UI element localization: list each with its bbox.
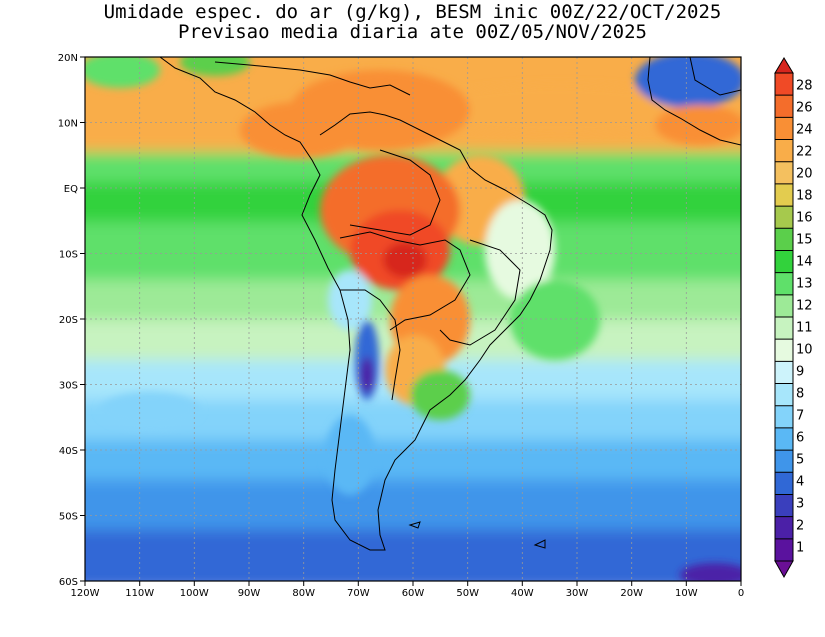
x-label: 20W xyxy=(620,588,643,599)
x-label: 70W xyxy=(347,588,370,599)
colorbar-label: 2 xyxy=(796,519,804,534)
colorbar-label: 11 xyxy=(796,321,813,336)
y-label: 20N xyxy=(58,53,78,64)
map-subtitle: Previsao media diaria ate 00Z/05/NOV/202… xyxy=(178,21,647,43)
y-label: 10S xyxy=(59,250,78,261)
colorbar-cell xyxy=(775,538,793,562)
x-label: 10W xyxy=(675,588,698,599)
x-label: 90W xyxy=(238,588,261,599)
colorbar-cell xyxy=(775,494,793,517)
y-label: 40S xyxy=(59,446,78,457)
colorbar-cell xyxy=(775,95,793,118)
colorbar-label: 3 xyxy=(796,497,804,512)
colorbar: 28 26 24 22 20 18 16 15 14 13 12 11 10 9… xyxy=(774,57,813,579)
graticule xyxy=(85,57,741,581)
colorbar-top-arrow xyxy=(774,57,794,74)
x-label: 40W xyxy=(511,588,534,599)
colorbar-bottom-arrow xyxy=(774,560,794,579)
colorbar-cell xyxy=(775,73,793,96)
colorbar-cell xyxy=(775,139,793,163)
colorbar-label: 14 xyxy=(796,255,813,270)
colorbar-cell xyxy=(775,272,793,296)
colorbar-cell xyxy=(775,383,793,407)
x-label: 110W xyxy=(125,588,154,599)
y-label: 50S xyxy=(59,512,78,523)
x-label: 80W xyxy=(292,588,315,599)
colorbar-cell xyxy=(775,183,793,207)
colorbar-label: 13 xyxy=(796,277,813,292)
colorbar-label: 7 xyxy=(796,409,804,424)
map-title: Umidade espec. do ar (g/kg), BESM inic 0… xyxy=(103,1,722,23)
colorbar-label: 22 xyxy=(796,145,813,160)
colorbar-labels: 28 26 24 22 20 18 16 15 14 13 12 11 10 9… xyxy=(796,79,813,556)
colorbar-cell xyxy=(775,339,793,362)
colorbar-label: 5 xyxy=(796,453,804,468)
colorbar-label: 15 xyxy=(796,233,813,248)
x-label: 120W xyxy=(71,588,100,599)
colorbar-cell xyxy=(775,317,793,340)
colorbar-cell xyxy=(775,450,793,473)
colorbar-cell xyxy=(775,427,793,451)
colorbar-label: 20 xyxy=(796,167,813,182)
y-label: 20S xyxy=(59,315,78,326)
y-label: 30S xyxy=(59,381,78,392)
y-axis-labels: 20N 10N EQ 10S 20S 30S 40S 50S 60S xyxy=(58,53,78,588)
colorbar-cell xyxy=(775,161,793,185)
colorbar-cell xyxy=(775,117,793,140)
colorbar-cell xyxy=(775,250,793,273)
colorbar-label: 9 xyxy=(796,365,804,380)
x-label: 100W xyxy=(180,588,209,599)
coastlines xyxy=(159,57,741,551)
x-label: 0 xyxy=(738,588,744,599)
colorbar-cell xyxy=(775,228,793,251)
colorbar-label: 28 xyxy=(796,79,813,94)
y-label: EQ xyxy=(64,184,78,195)
humidity-field xyxy=(85,57,741,581)
x-label: 60W xyxy=(402,588,425,599)
colorbar-label: 4 xyxy=(796,475,804,490)
colorbar-label: 6 xyxy=(796,431,804,446)
colorbar-label: 10 xyxy=(796,343,813,358)
colorbar-cell xyxy=(775,405,793,429)
colorbar-label: 12 xyxy=(796,299,813,314)
colorbar-label: 1 xyxy=(796,541,804,556)
colorbar-label: 18 xyxy=(796,189,813,204)
x-label: 50W xyxy=(456,588,479,599)
colorbar-cell xyxy=(775,206,793,229)
x-label: 30W xyxy=(566,588,589,599)
y-label: 10N xyxy=(58,119,78,130)
colorbar-label: 26 xyxy=(796,101,813,116)
colorbar-cell xyxy=(775,361,793,384)
colorbar-label: 16 xyxy=(796,211,813,226)
x-ticks xyxy=(84,581,742,586)
colorbar-label: 8 xyxy=(796,387,804,402)
x-axis-labels: 120W 110W 100W 90W 80W 70W 60W 50W 40W 3… xyxy=(71,588,745,599)
y-label: 60S xyxy=(59,577,78,588)
y-ticks xyxy=(80,56,85,582)
colorbar-cell xyxy=(775,472,793,495)
colorbar-cell xyxy=(775,294,793,318)
colorbar-cell xyxy=(775,516,793,540)
colorbar-label: 24 xyxy=(796,123,813,138)
